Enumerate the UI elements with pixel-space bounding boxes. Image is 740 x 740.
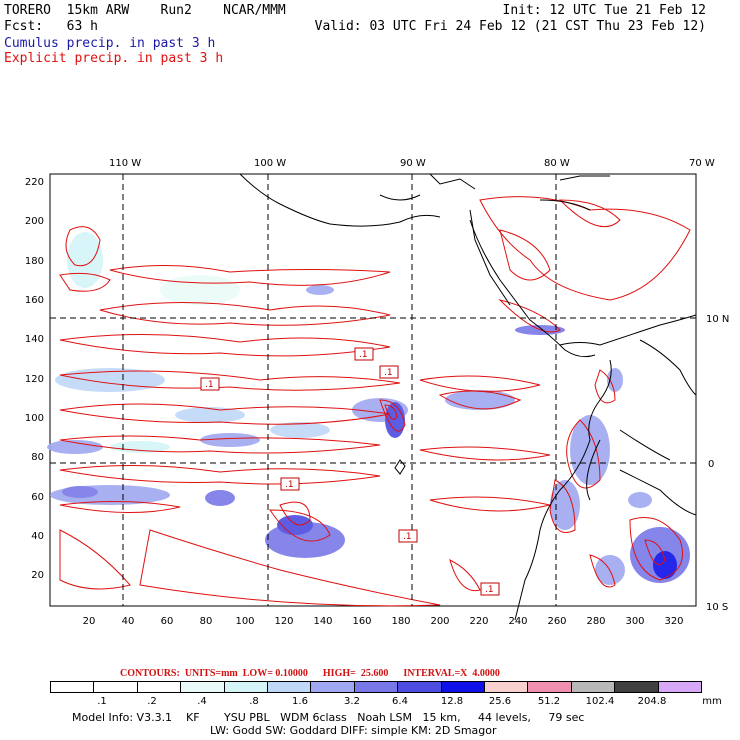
contours-info: CONTOURS: UNITS=mm LOW= 0.10000 HIGH= 25… <box>120 668 500 679</box>
forecast-hour: Fcst: 63 h <box>4 19 98 34</box>
longitude-labels: 110 W 100 W 90 W 80 W 70 W <box>109 158 715 169</box>
y-axis-ticks: 220 200 180 160 140 120 100 80 60 40 20 <box>25 177 44 581</box>
x-tick: 320 <box>664 616 683 627</box>
y-tick: 140 <box>25 334 44 345</box>
colorbar-label: .1 <box>97 696 107 707</box>
x-tick: 60 <box>161 616 174 627</box>
y-tick: 160 <box>25 295 44 306</box>
colorbar-swatch <box>354 682 399 692</box>
x-tick: 260 <box>547 616 566 627</box>
colorbar-swatch <box>571 682 616 692</box>
x-tick: 180 <box>391 616 410 627</box>
x-tick: 240 <box>508 616 527 627</box>
legend-cumulus: Cumulus precip. in past 3 h <box>4 36 216 51</box>
y-tick: 80 <box>31 452 44 463</box>
model-physics: LW: Godd SW: Goddard DIFF: simple KM: 2D… <box>210 724 497 737</box>
valid-time: Valid: 03 UTC Fri 24 Feb 12 (21 CST Thu … <box>314 19 706 34</box>
lat-label: 10 N <box>706 314 729 325</box>
colorbar-swatch <box>137 682 182 692</box>
colorbar-swatch <box>94 682 138 692</box>
colorbar-swatch <box>441 682 486 692</box>
colorbar-swatch <box>224 682 269 692</box>
lat-label: 10 S <box>706 602 728 613</box>
colorbar-swatch <box>658 682 702 692</box>
colorbar-swatch <box>528 682 572 692</box>
x-tick: 20 <box>83 616 96 627</box>
x-tick: 300 <box>625 616 644 627</box>
coastlines <box>239 173 697 621</box>
colorbar-label: 6.4 <box>392 696 408 707</box>
y-tick: 220 <box>25 177 44 188</box>
colorbar-label: 3.2 <box>344 696 360 707</box>
colorbar-label: .4 <box>197 696 207 707</box>
x-tick: 40 <box>122 616 135 627</box>
colorbar-label: 51.2 <box>537 696 561 707</box>
x-tick: 100 <box>235 616 254 627</box>
colorbar-label: 25.6 <box>488 696 512 707</box>
colorbar-label: 204.8 <box>637 696 667 707</box>
lon-label: 70 W <box>689 158 715 169</box>
lon-label: 80 W <box>544 158 570 169</box>
colorbar <box>50 681 702 693</box>
contour-label: .1 <box>359 350 368 360</box>
colorbar-swatch <box>181 682 225 692</box>
x-tick: 160 <box>352 616 371 627</box>
header-title: TORERO 15km ARW Run2 NCAR/MMM <box>4 3 286 18</box>
x-axis-ticks: 20 40 60 80 100 120 140 160 180 200 220 … <box>83 616 684 627</box>
y-tick: 180 <box>25 256 44 267</box>
contour-label-boxes: .1 .1 .1 .1 .1 .1 <box>200 347 500 596</box>
lon-label: 90 W <box>400 158 426 169</box>
x-tick: 220 <box>469 616 488 627</box>
y-tick: 20 <box>31 570 44 581</box>
colorbar-unit: mm <box>702 696 722 707</box>
latitude-labels: 10 N 0 10 S <box>706 314 729 613</box>
colorbar-label: 12.8 <box>440 696 464 707</box>
contour-label: .1 <box>403 532 412 542</box>
colorbar-swatch <box>268 682 312 692</box>
contour-label: .1 <box>285 480 294 490</box>
y-tick: 60 <box>31 492 44 503</box>
colorbar-label: 102.4 <box>585 696 615 707</box>
lon-label: 100 W <box>254 158 286 169</box>
colorbar-swatch <box>311 682 355 692</box>
model-info: Model Info: V3.3.1 KF YSU PBL WDM 6class… <box>72 711 585 724</box>
contour-label: .1 <box>205 380 214 390</box>
x-tick: 140 <box>313 616 332 627</box>
map-frame <box>49 173 697 607</box>
contour-label: .1 <box>485 585 494 595</box>
colorbar-labels: .1 .2 .4 .8 1.6 3.2 6.4 12.8 25.6 51.2 1… <box>0 696 740 708</box>
lat-label: 0 <box>708 459 714 470</box>
y-tick: 120 <box>25 374 44 385</box>
colorbar-swatch <box>398 682 442 692</box>
colorbar-label: 1.6 <box>292 696 308 707</box>
contour-label: .1 <box>384 368 393 378</box>
y-tick: 200 <box>25 216 44 227</box>
lon-label: 110 W <box>109 158 141 169</box>
x-tick: 80 <box>200 616 213 627</box>
colorbar-label: .2 <box>147 696 157 707</box>
y-tick: 100 <box>25 413 44 424</box>
legend-explicit: Explicit precip. in past 3 h <box>4 51 224 66</box>
init-time: Init: 12 UTC Tue 21 Feb 12 <box>502 3 707 18</box>
x-tick: 200 <box>430 616 449 627</box>
colorbar-swatch <box>615 682 659 692</box>
colorbar-swatch <box>485 682 529 692</box>
y-tick: 40 <box>31 531 44 542</box>
colorbar-label: .8 <box>249 696 259 707</box>
colorbar-swatch <box>51 682 95 692</box>
x-tick: 120 <box>274 616 293 627</box>
x-tick: 280 <box>586 616 605 627</box>
